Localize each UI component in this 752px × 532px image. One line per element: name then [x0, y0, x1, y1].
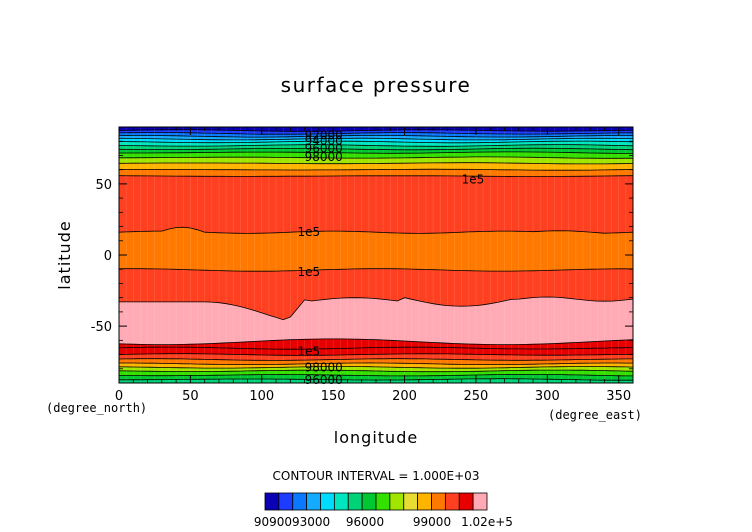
south-contour-1: [118, 358, 633, 361]
contour-1e5-n: [118, 226, 634, 234]
y-tick-label: 50: [95, 178, 112, 193]
colorbar-swatch: [361, 492, 377, 511]
contour-103000-top: [119, 296, 634, 321]
south-contour-3: [118, 366, 634, 369]
colorbar-label: 9090093000: [254, 515, 330, 529]
y-axis-label: latitude: [55, 220, 74, 289]
contour-labels: 920009400096000980001e51e51e51e598000960…: [297, 129, 484, 388]
south-contour-5: [119, 374, 633, 377]
contour-label: 98000: [305, 360, 343, 374]
plot-area: [119, 127, 633, 383]
contour-lines: [118, 129, 634, 381]
colorbar-swatch: [458, 492, 474, 511]
colorbar-swatch: [333, 492, 349, 511]
colorbar-swatch: [389, 492, 405, 511]
x-unit-label: (degree_east): [548, 408, 642, 422]
y-tick-label: -50: [91, 320, 112, 335]
south-band-1: [119, 353, 633, 361]
south-band-0: [119, 338, 633, 356]
x-axis-label: longitude: [334, 428, 418, 447]
contour-label: 94000: [305, 134, 343, 148]
colorbar-swatch: [292, 492, 308, 511]
x-tick-label: 150: [321, 389, 346, 404]
contour-label: 96000: [305, 141, 343, 155]
colorbar-labels: 9090093000 96000 99000 1.02e+5: [254, 515, 513, 529]
colorbar-swatch: [444, 492, 460, 511]
chart-title: surface pressure: [281, 73, 472, 97]
x-tick-label: 100: [249, 389, 274, 404]
x-tick-label: 250: [464, 389, 489, 404]
contour-interval-text: CONTOUR INTERVAL = 1.000E+03: [273, 469, 480, 483]
contour-103000-bot: [118, 338, 634, 345]
colorbar-swatch: [472, 492, 488, 511]
contour-label: 96000: [305, 373, 343, 387]
south-contour-4: [118, 369, 634, 373]
north-contour-2: [118, 134, 633, 138]
colorbar-swatch: [278, 492, 294, 511]
north-band-3: [119, 135, 633, 140]
x-tick-label: 50: [182, 389, 199, 404]
y-axis-ticks: 50 0 -50: [91, 140, 633, 370]
y-tick-label: 0: [104, 249, 112, 264]
contour-label: 98000: [305, 150, 343, 164]
north-contour-9: [118, 162, 634, 165]
x-tick-label: 200: [392, 389, 417, 404]
south-band-3: [119, 362, 633, 369]
north-contour-7: [119, 151, 633, 154]
x-tick-label: 350: [606, 389, 631, 404]
colorbar-swatch: [375, 492, 391, 511]
contour-1e5-s: [118, 268, 634, 272]
north-band-10: [119, 162, 633, 171]
band-100500-tropics: [119, 227, 633, 272]
south-contour-0: [118, 353, 634, 356]
colorbar-swatch: [347, 492, 363, 511]
colorbar-label: 96000: [346, 515, 384, 529]
north-contour-8: [119, 156, 634, 159]
north-contour-3: [118, 137, 634, 141]
x-tick-label: 0: [115, 389, 123, 404]
north-contour-4: [118, 140, 634, 144]
south-band-2: [119, 358, 633, 365]
x-axis-ticks: 0 50 100 150 200 250 300 350: [115, 127, 631, 404]
south-contour-1e5: [118, 346, 634, 350]
contour-label: 1e5: [462, 173, 485, 187]
north-contour-6: [118, 147, 634, 151]
contour-label: 1e5: [297, 345, 320, 359]
north-band-11: [119, 169, 633, 177]
colorbar-swatch: [306, 492, 321, 511]
colorbar-swatch: [417, 492, 432, 511]
colorbar-swatch: [320, 492, 335, 511]
contour-label: 1e5: [297, 225, 320, 239]
north-band-2: [119, 132, 633, 138]
north-contour-5: [118, 144, 634, 147]
y-unit-label: (degree_north): [46, 401, 147, 415]
x-tick-label: 300: [535, 389, 560, 404]
colorbar-swatch: [264, 492, 280, 511]
colorbar-label: 99000: [413, 515, 451, 529]
contour-label: 1e5: [297, 265, 320, 279]
north-band-4: [119, 138, 633, 143]
north-contour-10: [119, 168, 634, 171]
colorbar: [264, 492, 488, 511]
colorbar-label: 1.02e+5: [461, 515, 513, 529]
south-contour-2: [119, 362, 633, 365]
colorbar-swatch: [431, 492, 446, 511]
colorbar-swatch: [403, 492, 419, 511]
north-contour-11: [118, 175, 634, 177]
north-band-9: [119, 156, 633, 164]
